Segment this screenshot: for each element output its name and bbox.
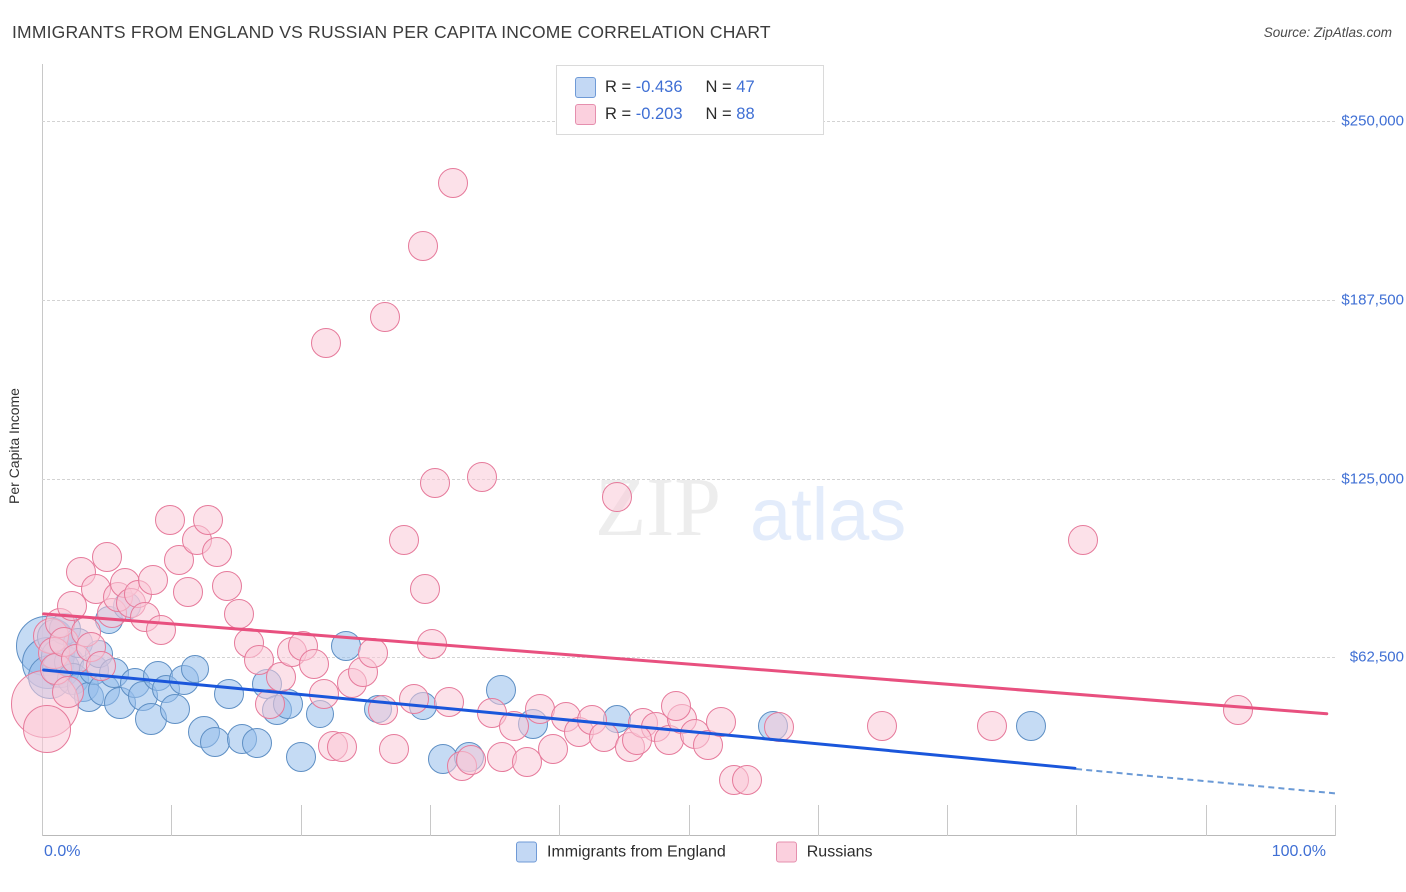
sample-size-value: 88 xyxy=(736,104,755,123)
sample-size-text: N = 88 xyxy=(705,104,755,123)
data-point[interactable] xyxy=(160,693,191,724)
data-point[interactable] xyxy=(434,686,465,717)
x-axis-tick xyxy=(947,805,949,836)
data-point[interactable] xyxy=(65,556,96,587)
correlation-r-text: R = -0.203 xyxy=(605,104,683,123)
data-point[interactable] xyxy=(602,482,633,513)
data-point[interactable] xyxy=(192,505,223,536)
page-title: IMMIGRANTS FROM ENGLAND VS RUSSIAN PER C… xyxy=(12,22,771,42)
x-axis-label-min: 0.0% xyxy=(44,843,81,860)
data-point[interactable] xyxy=(408,230,439,261)
data-point[interactable] xyxy=(211,570,242,601)
x-axis-tick xyxy=(429,805,431,836)
data-point[interactable] xyxy=(867,710,898,741)
data-point[interactable] xyxy=(456,745,487,776)
data-point[interactable] xyxy=(326,732,357,763)
x-axis-tick xyxy=(817,805,819,836)
data-point[interactable] xyxy=(621,725,652,756)
data-point[interactable] xyxy=(705,706,736,737)
data-point[interactable] xyxy=(466,462,497,493)
data-point[interactable] xyxy=(358,638,388,668)
data-point[interactable] xyxy=(51,675,84,708)
trendline-immigrants-england-extrapolated xyxy=(1076,767,1336,795)
series-legend-label[interactable]: Immigrants from England xyxy=(547,843,726,860)
data-point[interactable] xyxy=(977,710,1008,741)
x-axis-tick xyxy=(559,805,561,836)
data-point[interactable] xyxy=(180,654,209,683)
scatter-plot-area: ZIP atlas xyxy=(10,64,1336,836)
gridline-y xyxy=(42,299,1335,301)
data-point[interactable] xyxy=(155,505,185,536)
series-legend-swatch-blue[interactable] xyxy=(516,841,537,863)
zipatlas-watermark: ZIP atlas xyxy=(595,466,935,552)
data-point[interactable] xyxy=(200,726,231,757)
data-point[interactable] xyxy=(173,576,204,607)
sample-size-text: N = 47 xyxy=(705,77,755,96)
x-axis-tick xyxy=(42,805,43,836)
data-point[interactable] xyxy=(369,302,400,333)
data-point[interactable] xyxy=(1223,695,1254,726)
data-point[interactable] xyxy=(285,742,316,773)
source-attribution: Source: ZipAtlas.com xyxy=(1263,25,1392,40)
x-axis-tick xyxy=(1335,805,1336,836)
data-point[interactable] xyxy=(23,704,72,753)
y-axis-line xyxy=(42,64,43,836)
y-axis-tick-label: $125,000 xyxy=(1341,470,1404,488)
data-point[interactable] xyxy=(537,733,568,764)
data-point[interactable] xyxy=(1016,710,1047,741)
sample-size-value: 47 xyxy=(736,77,755,96)
data-point[interactable] xyxy=(420,467,451,498)
data-point[interactable] xyxy=(731,765,762,796)
data-point[interactable] xyxy=(91,542,122,573)
x-axis-tick xyxy=(1076,805,1078,836)
data-point[interactable] xyxy=(511,746,542,777)
data-point[interactable] xyxy=(241,728,272,759)
series-legend-label[interactable]: Russians xyxy=(806,843,873,860)
data-point[interactable] xyxy=(409,573,440,604)
data-point[interactable] xyxy=(389,525,420,556)
legend-swatch-pink xyxy=(575,103,596,125)
y-axis-tick-label: $250,000 xyxy=(1341,112,1404,130)
correlation-legend-row: R = -0.436 N = 47 xyxy=(575,75,755,99)
data-point[interactable] xyxy=(298,649,329,680)
x-axis-tick xyxy=(300,805,302,836)
data-point[interactable] xyxy=(399,683,430,714)
data-point[interactable] xyxy=(764,712,794,743)
y-axis-tick-label: $62,500 xyxy=(1349,648,1404,666)
gridline-y xyxy=(42,478,1335,480)
data-point[interactable] xyxy=(138,565,169,596)
data-point[interactable] xyxy=(214,679,245,710)
gridline-y xyxy=(42,657,1335,659)
data-point[interactable] xyxy=(201,536,232,567)
data-point[interactable] xyxy=(660,690,691,721)
y-axis-tick-label: $187,500 xyxy=(1341,291,1404,309)
x-axis-tick xyxy=(688,805,690,836)
data-point[interactable] xyxy=(438,167,469,198)
data-point[interactable] xyxy=(1067,525,1098,556)
correlation-r-value: -0.203 xyxy=(635,104,683,123)
series-legend-swatch-pink[interactable] xyxy=(775,841,797,863)
legend-swatch-blue xyxy=(575,76,596,98)
x-axis-tick xyxy=(1205,805,1207,836)
correlation-legend-row: R = -0.203 N = 88 xyxy=(575,102,755,126)
x-axis-tick xyxy=(171,805,173,836)
series-legend: Immigrants from England Russians xyxy=(516,841,873,863)
x-axis-label-max: 100.0% xyxy=(1271,843,1326,860)
y-axis-title: Per Capita Income xyxy=(6,388,22,504)
data-point[interactable] xyxy=(311,327,342,358)
data-point[interactable] xyxy=(145,615,176,646)
data-point[interactable] xyxy=(266,662,297,693)
correlation-r-text: R = -0.436 xyxy=(605,77,683,96)
data-point[interactable] xyxy=(378,733,409,764)
watermark-atlas-text: atlas xyxy=(750,473,907,556)
data-point[interactable] xyxy=(223,599,254,630)
correlation-legend: R = -0.436 N = 47 R = -0.203 N = 88 xyxy=(556,65,824,135)
correlation-r-value: -0.436 xyxy=(635,77,683,96)
